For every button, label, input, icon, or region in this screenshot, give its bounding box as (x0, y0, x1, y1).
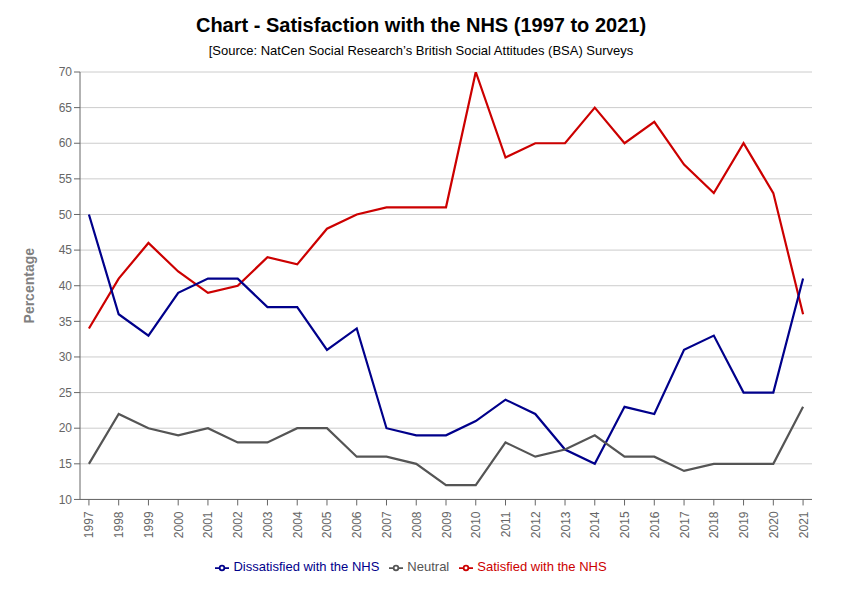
svg-text:55: 55 (59, 172, 73, 186)
svg-text:2000: 2000 (172, 511, 186, 538)
svg-text:10: 10 (59, 493, 73, 507)
svg-text:2016: 2016 (648, 511, 662, 538)
html-text:Satisfied with the NHS: Satisfied with the NHS (477, 559, 607, 575)
svg-text:40: 40 (59, 279, 73, 293)
svg-text:15: 15 (59, 457, 73, 471)
svg-text:2021: 2021 (797, 511, 811, 538)
svg-text:Percentage: Percentage (21, 248, 37, 324)
svg-text:2001: 2001 (201, 511, 215, 538)
svg-text:2013: 2013 (559, 511, 573, 538)
html-text:Dissatisfied with the NHS: Dissatisfied with the NHS (233, 559, 380, 575)
svg-text:2007: 2007 (380, 511, 394, 538)
svg-text:2009: 2009 (440, 511, 454, 538)
svg-text:2010: 2010 (469, 511, 483, 538)
svg-text:30: 30 (59, 350, 73, 364)
svg-text:50: 50 (59, 208, 73, 222)
svg-text:60: 60 (59, 136, 73, 150)
svg-text:2011: 2011 (499, 511, 513, 537)
svg-text:2020: 2020 (767, 511, 781, 538)
svg-text:1997: 1997 (82, 511, 96, 538)
svg-text:2015: 2015 (618, 511, 632, 538)
svg-text:2003: 2003 (261, 511, 275, 538)
svg-text:2008: 2008 (410, 511, 424, 538)
svg-text:25: 25 (59, 386, 73, 400)
svg-text:2002: 2002 (231, 511, 245, 538)
svg-text:2004: 2004 (291, 511, 305, 538)
html-text:Chart - Satisfaction with the: Chart - Satisfaction with the NHS (1997 … (195, 14, 646, 36)
svg-text:65: 65 (59, 101, 73, 115)
svg-text:2012: 2012 (529, 511, 543, 538)
svg-text:1999: 1999 (142, 511, 156, 538)
svg-text:1998: 1998 (112, 511, 126, 538)
svg-text:45: 45 (59, 243, 73, 257)
svg-text:2017: 2017 (678, 511, 692, 538)
svg-text:20: 20 (59, 421, 73, 435)
svg-text:35: 35 (59, 315, 73, 329)
svg-text:2005: 2005 (320, 511, 334, 538)
svg-text:2014: 2014 (588, 511, 602, 538)
svg-text:2018: 2018 (707, 511, 721, 538)
html-text:[Source: NatCen Social Researc: [Source: NatCen Social Research’s Britis… (208, 43, 634, 58)
svg-text:2006: 2006 (350, 511, 364, 538)
svg-text:70: 70 (59, 65, 73, 79)
html-text:Neutral: Neutral (407, 559, 450, 575)
svg-text:2019: 2019 (737, 511, 751, 538)
